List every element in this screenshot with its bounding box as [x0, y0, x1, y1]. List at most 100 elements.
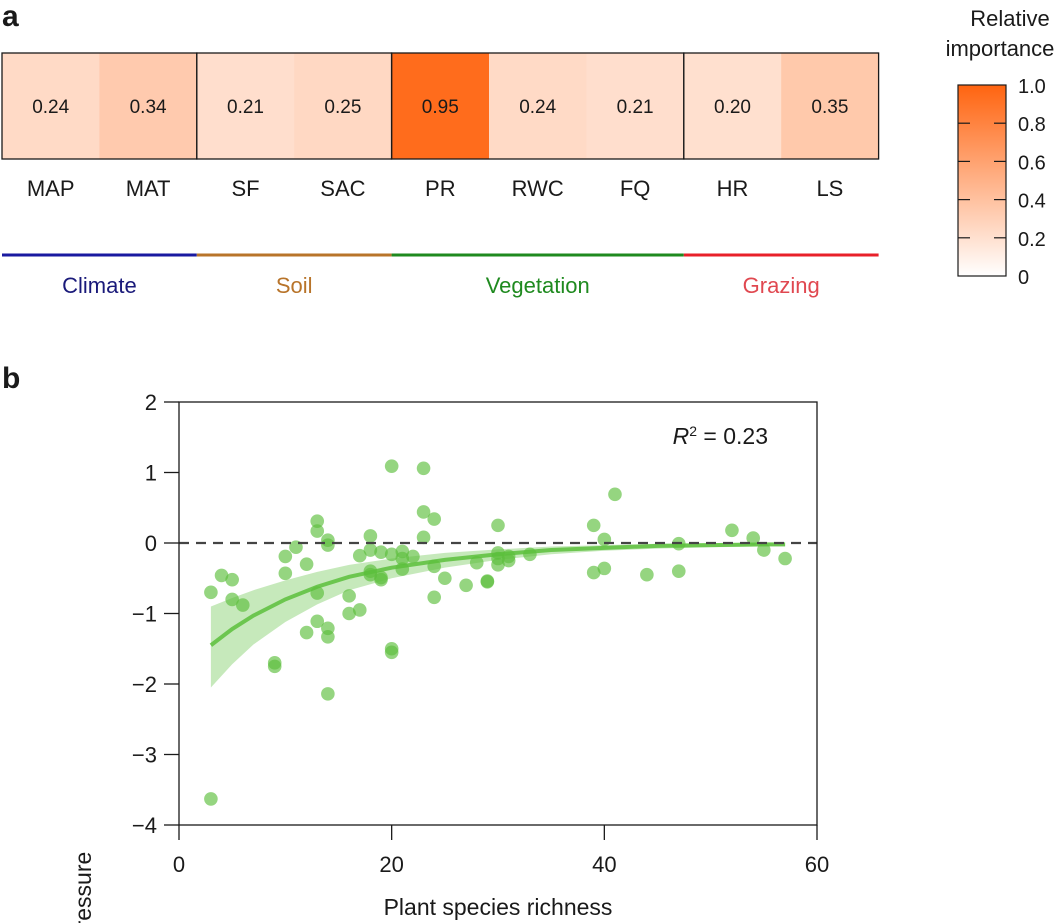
axes: 0 20 40 60 2 1 0 −1 −2 −3 −4	[132, 390, 829, 877]
scatter-point	[204, 792, 218, 806]
scatter-point	[299, 625, 314, 640]
group-border-grazing	[683, 52, 880, 160]
fit-line	[209, 542, 786, 647]
heatmap-value-hr: 0.20	[714, 97, 751, 118]
x-tick-label: 60	[805, 852, 829, 877]
fit-line-group	[209, 542, 786, 647]
heatmap-cell-hr	[683, 53, 782, 159]
heatmap-category-mat: MAT	[126, 176, 171, 201]
heatmap-category-pr: PR	[425, 176, 456, 201]
scatter-point	[204, 585, 218, 600]
scatter-points	[204, 459, 792, 806]
heatmap-value-rwc: 0.24	[519, 97, 556, 118]
colorbar-title-line-2: importance	[946, 36, 1055, 61]
heatmap-value-pr: 0.95	[422, 97, 459, 118]
heatmap-cell-pr	[391, 53, 490, 159]
group-label-vegetation: Vegetation	[486, 273, 590, 298]
scatter-point	[384, 645, 399, 660]
scatter-point	[597, 532, 612, 547]
scatter-point	[384, 547, 399, 562]
scatter-point	[501, 553, 516, 568]
scatter-point	[427, 512, 442, 526]
heatmap-category-map: MAP	[27, 176, 75, 201]
heatmap-category-ls: LS	[816, 176, 843, 201]
r2-value: = 0.23	[697, 423, 768, 449]
scatter-point	[416, 530, 431, 545]
y-tick-label: −3	[132, 743, 157, 768]
scatter-point	[597, 561, 612, 576]
r2-symbol: R	[673, 423, 690, 449]
heatmap-group-borders	[1, 52, 880, 160]
y-tick-label: 1	[145, 461, 157, 486]
y-tick-label: −4	[132, 813, 157, 838]
scatter-point	[299, 557, 314, 571]
y-axis-label-2: increasing grazing pressure	[70, 852, 96, 923]
heatmap-value-map: 0.24	[32, 97, 69, 118]
scatter-point	[225, 592, 239, 607]
colorbar: Relative importance 0 0.2 0.4 0.6 0.8 1.0	[946, 6, 1055, 289]
scatter-point	[725, 523, 739, 538]
scatter-point	[384, 459, 399, 473]
y-tick-label: 0	[145, 531, 157, 556]
fit-confidence-band-group	[210, 543, 786, 688]
scatter-point	[352, 603, 367, 617]
heatmap-cell-ls	[781, 53, 880, 159]
scatter-point	[778, 551, 792, 566]
panel-label-a: a	[2, 0, 19, 33]
heatmap-category-sf: SF	[231, 176, 259, 201]
x-axis-label: Plant species richness	[384, 894, 613, 920]
scatter-point	[746, 531, 760, 545]
panel-label-b: b	[2, 362, 21, 395]
scatter-point	[374, 572, 388, 587]
heatmap-category-sac: SAC	[320, 176, 365, 201]
scatter-point	[278, 566, 293, 581]
scatter-point	[491, 518, 505, 533]
heatmap-cell-sf	[196, 53, 295, 159]
heatmap-category-hr: HR	[717, 176, 749, 201]
colorbar-title-line-1: Relative	[970, 6, 1049, 31]
group-label-grazing: Grazing	[743, 273, 820, 298]
y-tick-label: −2	[132, 672, 157, 697]
heatmap-category-rwc: RWC	[512, 176, 564, 201]
scatter-point	[342, 589, 356, 603]
scatter-point	[321, 538, 335, 552]
r-squared-annotation: R2 = 0.23	[673, 423, 768, 449]
scatter-point	[416, 461, 431, 476]
fit-confidence-band	[210, 543, 786, 688]
scatter-point	[416, 505, 431, 519]
heatmap-value-fq: 0.21	[617, 97, 654, 118]
scatter-point	[608, 487, 622, 502]
scatter-point	[236, 598, 250, 612]
colorbar-tick-label: 0.6	[1018, 152, 1046, 174]
scatter-point	[321, 687, 335, 701]
scatter-point	[671, 564, 686, 578]
colorbar-ticks: 0 0.2 0.4 0.6 0.8 1.0	[958, 76, 1046, 289]
x-tick-label: 0	[173, 852, 185, 877]
colorbar-tick-label: 0.8	[1018, 114, 1046, 136]
scatter-point	[278, 549, 293, 564]
colorbar-gradient	[957, 84, 1007, 277]
scatter-point	[342, 606, 356, 621]
heatmap-value-sf: 0.21	[227, 97, 264, 118]
scatter-point	[757, 543, 771, 557]
heatmap-cell-map	[2, 53, 100, 159]
colorbar-tick-label: 0.2	[1018, 229, 1046, 251]
scatter-point	[310, 514, 325, 528]
scatter-point	[469, 555, 484, 570]
heatmap-group-bars: Climate Soil Vegetation Grazing	[2, 253, 879, 298]
group-label-soil: Soil	[276, 273, 313, 298]
colorbar-tick-label: 0	[1018, 267, 1029, 289]
heatmap-category-labels: MAP MAT SF SAC PR RWC FQ HR LS	[27, 176, 844, 201]
x-tick-label: 20	[379, 852, 403, 877]
scatter-point	[267, 659, 282, 674]
scatter-point	[310, 524, 325, 538]
scatter-point	[586, 518, 601, 533]
scatter-point	[214, 568, 229, 583]
x-tick-label: 40	[592, 852, 616, 877]
r2-superscript: 2	[689, 423, 697, 439]
scatter-point	[491, 558, 505, 572]
scatter-point	[225, 572, 239, 587]
y-tick-label: −1	[132, 602, 157, 627]
scatter-point	[640, 567, 654, 582]
scatter-point	[586, 565, 601, 580]
